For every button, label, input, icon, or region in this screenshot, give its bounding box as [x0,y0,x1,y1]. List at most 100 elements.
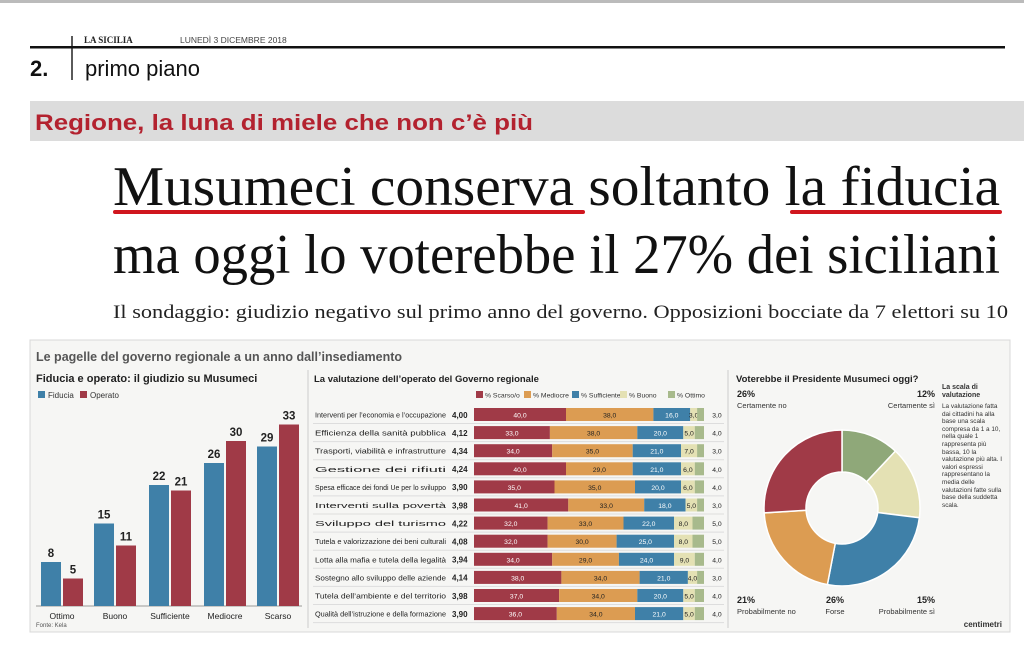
data-label: 32,0 [504,539,517,546]
data-label: 5 [70,565,77,577]
bar-segment [632,462,681,476]
slice-value: 26% [737,389,755,399]
kicker-band [30,101,1024,141]
bar-segment [632,444,681,458]
row-label: Gestione dei rifiuti [315,467,447,474]
data-label: 5,0 [684,431,694,438]
bar-segment [474,498,569,512]
data-label: 21,0 [657,575,670,582]
bar [171,490,191,606]
data-label: 4,0 [712,467,722,474]
bar-segment [637,589,684,602]
row-average: 4,00 [452,411,468,420]
data-label: 4,0 [688,575,698,582]
data-label: 41,0 [515,503,528,510]
data-label: 4,0 [712,431,722,438]
bar-segment [566,408,654,421]
data-label: 38,0 [603,413,616,420]
bar [204,463,224,606]
bar-segment [474,408,566,421]
row-label: Tutela dell’ambiente e del territorio [315,594,446,601]
bar-segment [556,607,635,621]
data-label: 30 [230,427,243,439]
data-label: 15 [98,510,111,522]
bar-segment [683,426,695,440]
bar-segment [552,552,619,566]
bar-segment [547,534,617,548]
data-label: 35,0 [508,485,521,492]
bar-segment [474,462,566,476]
scale-note: La scala di valutazione La valutazione f… [942,384,1004,509]
bar-segment [554,480,635,494]
headline-underline [790,210,1002,214]
data-label: 20,0 [654,431,667,438]
row-average: 3,94 [452,556,468,565]
data-label: 6,0 [683,467,693,474]
headline-line: ma oggi lo voterebbe il 27% dei sicilian… [113,224,1000,286]
data-label: 40,0 [513,467,526,474]
row-label: Sostegno allo sviluppo delle aziende [315,575,446,582]
bar-segment [697,444,704,458]
data-label: 21 [175,477,188,489]
row-average: 3,98 [452,501,468,510]
bar-segment [653,408,691,421]
data-label: 3,0 [712,413,722,420]
kicker: Regione, la luna di miele che non c’è pi… [35,110,533,135]
data-label: 35,0 [588,485,601,492]
data-label: 7,0 [684,449,694,456]
bar-segment [681,444,698,458]
bar-segment [549,426,638,440]
pie-slice [826,511,921,587]
bar-segment [552,444,633,458]
row-average: 4,08 [452,538,468,547]
bar-segment [694,607,704,621]
bar-segment [559,589,638,602]
chart-title: Fiducia e operato: il giudizio su Musume… [36,373,257,385]
bar-segment [474,426,550,440]
data-label: 20,0 [654,594,667,601]
infographic-title: Le pagelle del governo regionale a un an… [36,350,402,364]
data-label: 34,0 [506,557,519,564]
data-label: 38,0 [511,575,524,582]
row-label: Lotta alla mafia e tutela della legalità [315,557,446,564]
data-label: 3,0 [712,575,722,582]
data-label: 32,0 [504,521,517,528]
bar-segment [692,534,704,548]
bar-segment [568,498,645,512]
row-label: Trasporti, viabilità e infrastrutture [315,449,446,456]
bar-segment [674,552,695,566]
legend-swatch [476,391,483,398]
slice-label: Probabilmente sì [879,607,935,616]
bar-segment [474,607,557,621]
data-label: 24,0 [640,557,653,564]
data-label: 8,0 [679,539,689,546]
data-label: 5,0 [684,594,694,601]
row-average: 4,14 [452,574,468,583]
section-name: primo piano [85,56,200,81]
data-label: 38,0 [587,431,600,438]
slice-value: 26% [826,595,844,605]
bar-segment [474,444,553,458]
data-label: 4,0 [712,612,722,619]
bar [279,424,299,606]
bar-segment [644,498,686,512]
data-label: 16,0 [665,413,678,420]
legend-swatch [38,391,45,398]
bar-segment [697,408,704,421]
row-average: 3,90 [452,610,468,619]
bar [94,523,114,606]
row-label: Sviluppo del turismo [315,521,446,528]
legend-swatch [80,391,87,398]
data-label: 22 [153,471,166,483]
row-label: Interventi sulla povertà [315,503,446,510]
bar-segment [674,516,693,530]
x-tick-label: Scarso [265,611,292,621]
data-label: 25,0 [639,539,652,546]
legend-label: % Scarso/o [485,393,520,400]
bar-segment [474,516,548,530]
bar-segment [694,589,704,602]
data-label: 21,0 [650,467,663,474]
charts: Fiducia e operato: il giudizio su Musume… [36,373,1002,629]
bar-segment [547,516,624,530]
headline-underline [113,210,585,214]
